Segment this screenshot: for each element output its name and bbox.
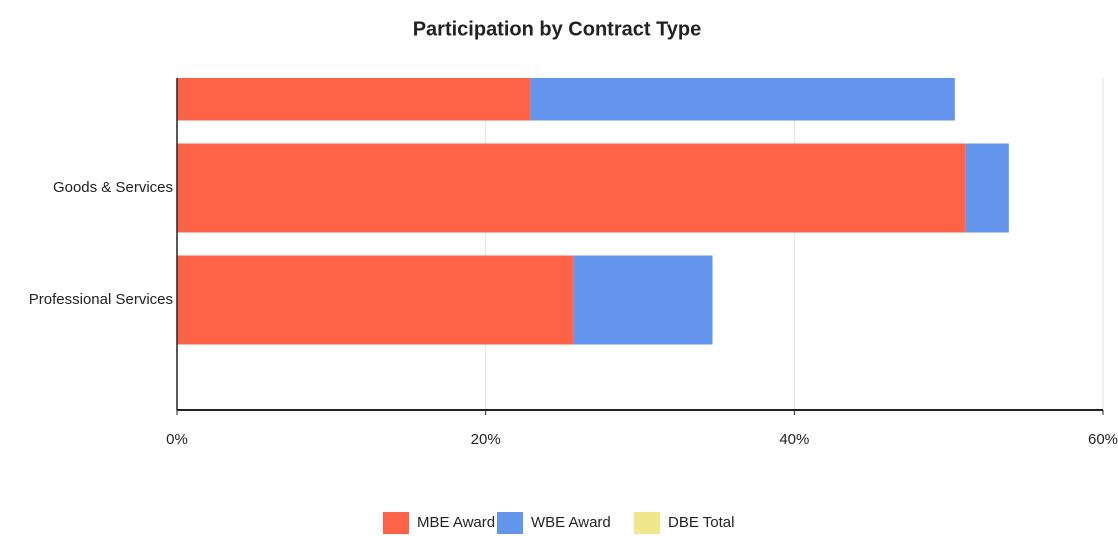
- x-tick-label: 20%: [471, 431, 501, 448]
- bar-segment: [177, 143, 966, 233]
- bar-segment: [530, 78, 955, 121]
- bar-segment: [177, 255, 574, 345]
- legend-swatch: [497, 512, 523, 534]
- x-tick-label: 0%: [166, 431, 188, 448]
- y-tick-label: Professional Services: [29, 291, 173, 308]
- x-tick-label: 40%: [779, 431, 809, 448]
- legend-label: WBE Award: [531, 514, 611, 531]
- bar-segment: [177, 78, 531, 121]
- legend-label: DBE Total: [668, 514, 734, 531]
- legend-swatch: [383, 512, 409, 534]
- legend-swatch: [634, 512, 660, 534]
- y-tick-label: Goods & Services: [53, 179, 173, 196]
- legend-label: MBE Award: [417, 514, 495, 531]
- bar-segment: [965, 143, 1009, 233]
- chart-title: Participation by Contract Type: [413, 18, 702, 40]
- bar-segment: [573, 255, 713, 345]
- x-tick-label: 60%: [1088, 431, 1118, 448]
